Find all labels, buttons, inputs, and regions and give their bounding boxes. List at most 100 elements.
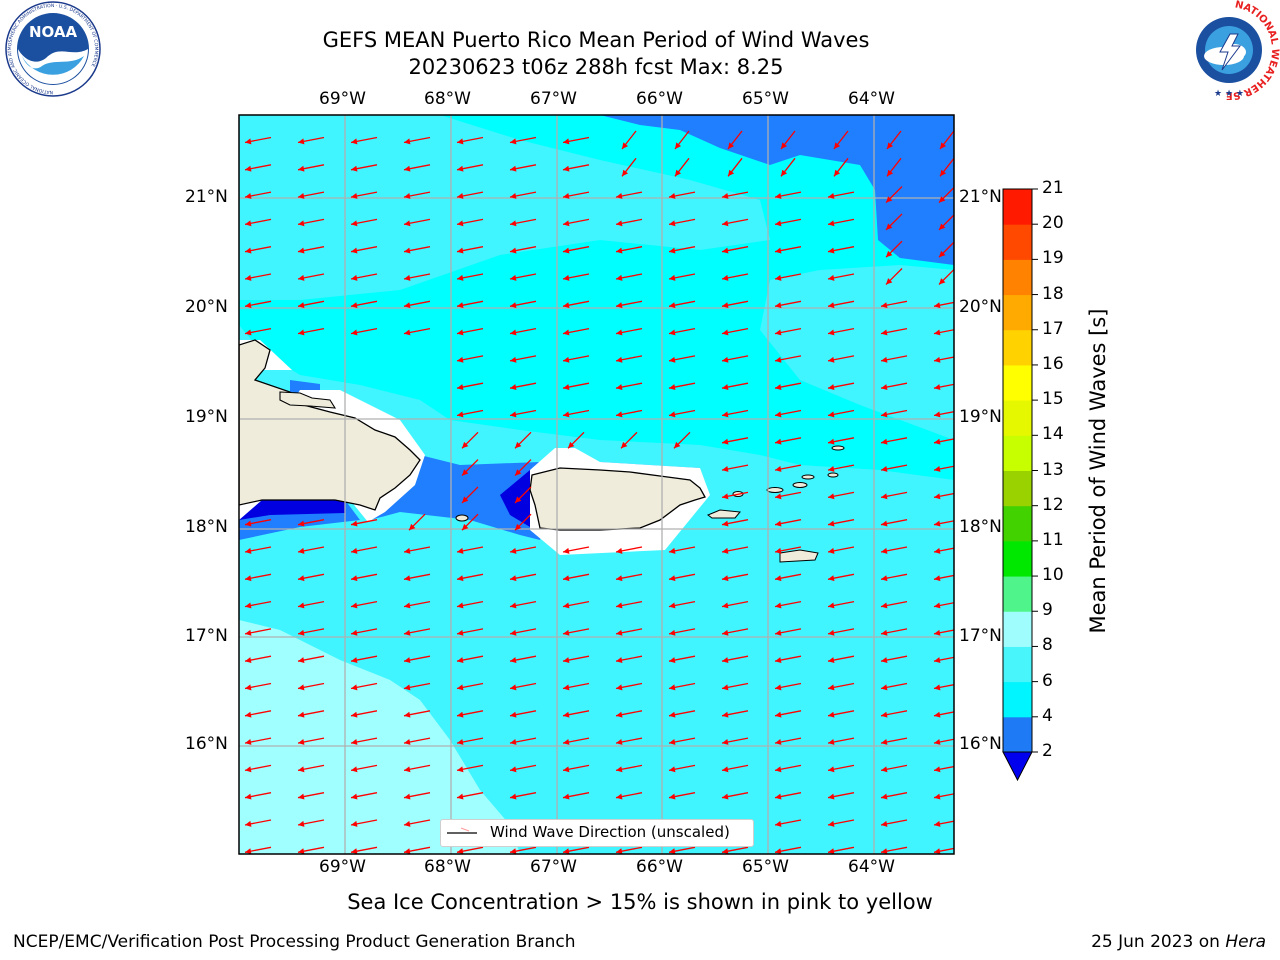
wave-direction-arrowhead bbox=[616, 329, 623, 336]
wave-direction-arrowhead bbox=[298, 657, 305, 664]
wave-direction-arrowhead bbox=[510, 848, 517, 854]
wave-direction-arrowhead bbox=[298, 547, 305, 554]
wave-direction-arrowhead bbox=[722, 220, 729, 227]
wave-direction-arrowhead bbox=[351, 220, 358, 227]
wave-direction-arrowhead bbox=[881, 493, 888, 500]
wave-direction-arrowhead bbox=[457, 684, 464, 691]
graticule bbox=[239, 115, 954, 854]
wave-direction-arrowhead bbox=[616, 793, 623, 800]
wave-direction-arrowhead bbox=[245, 848, 252, 854]
wave-direction-arrowhead bbox=[669, 220, 676, 227]
wave-direction-arrowhead bbox=[775, 384, 782, 391]
colorbar-tick-8: 8 bbox=[1042, 635, 1053, 656]
wave-direction-arrowhead bbox=[828, 711, 835, 718]
wave-direction-arrowhead bbox=[934, 520, 941, 527]
wave-direction-arrowhead bbox=[887, 169, 894, 177]
colorbar-tick-16: 16 bbox=[1042, 353, 1064, 374]
wave-direction-arrowhead bbox=[563, 302, 570, 309]
wave-direction-arrowhead bbox=[616, 711, 623, 718]
wave-direction-arrowhead bbox=[510, 329, 517, 336]
wave-direction-arrowhead bbox=[775, 793, 782, 800]
wave-direction-arrowhead bbox=[457, 356, 464, 363]
wave-direction-arrowhead bbox=[298, 329, 305, 336]
wave-direction-arrowhead bbox=[462, 496, 469, 503]
wave-direction-arrowhead bbox=[404, 138, 411, 145]
lon-label-top-67w: 67°W bbox=[530, 89, 577, 109]
wave-direction-arrowhead bbox=[934, 629, 941, 636]
wave-direction-arrowhead bbox=[881, 739, 888, 745]
wave-direction-arrowhead bbox=[934, 711, 941, 718]
wave-direction-arrowhead bbox=[828, 274, 835, 281]
wave-direction-arrowhead bbox=[881, 329, 888, 336]
nws-logo: NATIONAL WEATHER SERVICE ★ ★ ★ bbox=[1178, 0, 1280, 100]
wave-direction-arrowhead bbox=[881, 384, 888, 391]
wave-direction-arrowhead bbox=[828, 602, 835, 609]
wave-direction-arrowhead bbox=[563, 138, 570, 145]
wave-direction-arrowhead bbox=[404, 329, 411, 336]
colorbar-band-8-9 bbox=[1003, 611, 1032, 647]
wave-direction-arrowhead bbox=[621, 441, 628, 449]
wave-direction-arrowhead bbox=[775, 247, 782, 254]
wave-direction-arrowhead bbox=[674, 441, 681, 449]
wave-direction-arrowhead bbox=[616, 739, 623, 745]
wave-direction-arrowhead bbox=[462, 523, 469, 531]
wave-direction-arrowhead bbox=[775, 220, 782, 227]
wave-direction-arrowhead bbox=[351, 766, 358, 773]
wave-direction-arrowhead bbox=[881, 466, 888, 472]
wave-direction-arrowhead bbox=[934, 793, 941, 800]
wave-direction-arrowhead bbox=[881, 520, 888, 527]
wave-direction-arrowhead bbox=[775, 657, 782, 664]
wave-direction-arrowhead bbox=[510, 766, 517, 773]
wave-direction-arrowhead bbox=[510, 302, 517, 309]
wave-direction-arrowhead bbox=[404, 165, 411, 172]
colorbar-title: Mean Period of Wind Waves [s] bbox=[1086, 308, 1110, 634]
wave-direction-arrowhead bbox=[404, 657, 411, 664]
wave-direction-arrowhead bbox=[563, 711, 570, 718]
wave-direction-arrowhead bbox=[298, 302, 305, 309]
wave-direction-arrowhead bbox=[563, 848, 570, 854]
wave-direction-arrowhead bbox=[298, 274, 305, 281]
wave-direction-arrowhead bbox=[616, 193, 623, 199]
wave-direction-arrowhead bbox=[939, 223, 946, 230]
wave-direction-arrowhead bbox=[404, 220, 411, 227]
wave-direction-arrowhead bbox=[351, 848, 358, 854]
wave-direction-arrowhead bbox=[939, 278, 946, 285]
colorbar-band-19-20 bbox=[1003, 224, 1032, 260]
wave-direction-arrowhead bbox=[245, 165, 252, 172]
wave-direction-arrowhead bbox=[669, 247, 676, 254]
wave-direction-arrowhead bbox=[939, 250, 946, 258]
colorbar-band-16-17 bbox=[1003, 329, 1032, 366]
wave-direction-arrowhead bbox=[351, 820, 358, 827]
wave-direction-arrowhead bbox=[510, 384, 517, 391]
wave-direction-arrowhead bbox=[934, 575, 941, 582]
wave-direction-arrowhead bbox=[404, 302, 411, 309]
colorbar-tick-15: 15 bbox=[1042, 389, 1064, 410]
wave-direction-arrowhead bbox=[510, 547, 517, 554]
wave-direction-arrowhead bbox=[298, 766, 305, 773]
wave-direction-arrowhead bbox=[298, 520, 305, 527]
wave-direction-arrowhead bbox=[457, 411, 464, 418]
colorbar-band-2-4 bbox=[1003, 716, 1032, 753]
wave-direction-arrowhead bbox=[669, 684, 676, 691]
wave-direction-arrowhead bbox=[881, 684, 888, 691]
wave-direction-arrowhead bbox=[245, 602, 252, 609]
wave-direction-arrowhead bbox=[881, 848, 888, 854]
wave-direction-arrowhead bbox=[510, 711, 517, 718]
wave-direction-arrowhead bbox=[457, 629, 464, 636]
wave-direction-arrowhead bbox=[669, 739, 676, 745]
legend-label: Wind Wave Direction (unscaled) bbox=[490, 823, 730, 841]
lat-label-right-16n: 16°N bbox=[959, 734, 1002, 754]
wave-direction-arrowhead bbox=[881, 356, 888, 363]
wave-direction-arrowhead bbox=[934, 766, 941, 773]
wave-direction-arrowhead bbox=[828, 629, 835, 636]
lat-label-right-19n: 19°N bbox=[959, 407, 1002, 427]
wave-direction-arrowhead bbox=[563, 629, 570, 636]
wave-direction-arrowhead bbox=[934, 820, 941, 827]
wave-direction-arrowhead bbox=[563, 766, 570, 773]
lat-label-left-18n: 18°N bbox=[185, 517, 228, 537]
wave-direction-arrowhead bbox=[881, 302, 888, 309]
wave-direction-arrowhead bbox=[616, 629, 623, 636]
lon-label-bottom-65w: 65°W bbox=[742, 857, 789, 877]
wave-direction-arrowhead bbox=[669, 411, 676, 418]
wave-direction-arrowhead bbox=[245, 329, 252, 336]
